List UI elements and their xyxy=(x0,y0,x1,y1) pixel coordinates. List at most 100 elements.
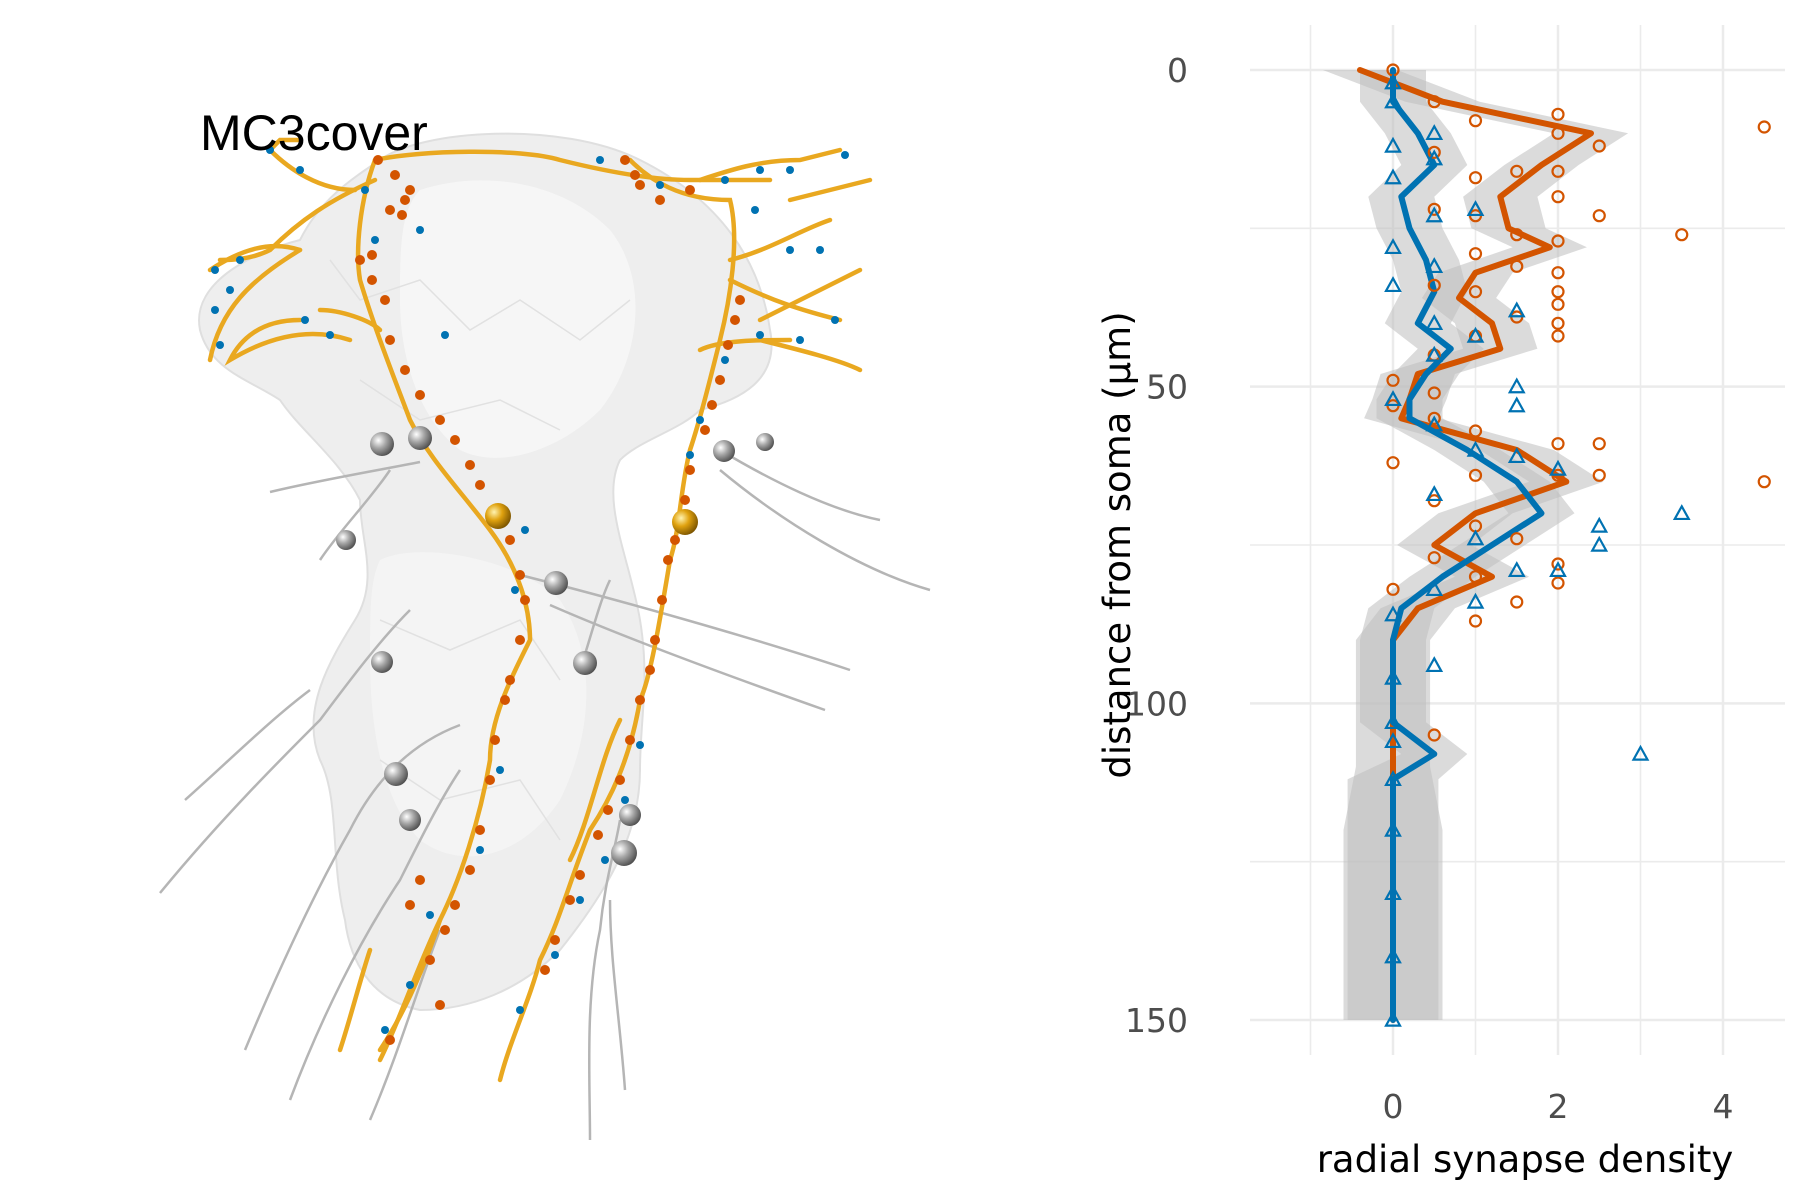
input-synapse-dot xyxy=(266,146,274,154)
output-synapse-dot xyxy=(440,925,450,935)
data-point xyxy=(1592,209,1606,223)
data-point xyxy=(1510,228,1524,242)
output-synapse-dot xyxy=(475,825,485,835)
input-synapse-dot xyxy=(406,981,414,989)
output-synapse-dot xyxy=(400,365,410,375)
input-synapse-dot xyxy=(511,586,519,594)
output-synapse-dot xyxy=(515,570,525,580)
data-point xyxy=(1551,126,1565,140)
output-synapse-dot xyxy=(700,425,710,435)
data-point xyxy=(1468,468,1483,482)
data-point xyxy=(1510,259,1524,273)
output-synapse-dot xyxy=(680,495,690,505)
output-synapse-dot xyxy=(550,935,560,945)
data-point xyxy=(1384,732,1402,749)
output-synapse-dot xyxy=(565,895,575,905)
output-synapse-dot xyxy=(650,635,660,645)
data-point xyxy=(1384,238,1402,255)
data-point xyxy=(1590,516,1609,533)
data-point xyxy=(1468,424,1483,438)
data-point xyxy=(1466,592,1485,609)
data-point xyxy=(1466,200,1485,217)
input-synapse-dot xyxy=(721,176,729,184)
input-synapse-dot xyxy=(786,166,794,174)
input-synapse-dot xyxy=(841,151,849,159)
data-point xyxy=(1675,228,1689,242)
output-synapse-dot xyxy=(685,465,695,475)
highlighted-soma-marker xyxy=(672,509,698,535)
x-tick-label: 2 xyxy=(1548,1087,1569,1126)
x-axis-title: radial synapse density xyxy=(1317,1138,1734,1181)
input-synapse-dot xyxy=(216,341,224,349)
input-synapse-dot xyxy=(496,766,504,774)
input-synapse-dot xyxy=(721,356,729,364)
output-synapse-dot xyxy=(505,535,515,545)
y-tick-label: 150 xyxy=(1125,1001,1188,1040)
output-synapse-dot xyxy=(385,1035,395,1045)
data-point xyxy=(1551,329,1565,343)
input-synapse-dot xyxy=(751,206,759,214)
neighbor-soma-marker xyxy=(619,804,641,826)
data-point xyxy=(1384,276,1402,293)
y-tick-label: 0 xyxy=(1167,51,1188,90)
output-synapse-dot xyxy=(735,295,745,305)
neighbor-soma-marker xyxy=(573,651,597,675)
output-synapse-dot xyxy=(635,180,645,190)
output-synapse-dot xyxy=(635,695,645,705)
input-synapse-dot xyxy=(236,256,244,264)
data-point xyxy=(1757,120,1771,134)
data-point xyxy=(1425,580,1444,597)
data-point xyxy=(1592,139,1606,153)
neighbor-soma-marker xyxy=(611,840,637,866)
input-synapse-dot xyxy=(226,286,234,294)
neighbor-soma-marker xyxy=(713,440,735,462)
input-synapse-dot xyxy=(621,796,629,804)
output-synapse-dot xyxy=(400,195,410,205)
data-point xyxy=(1551,316,1565,330)
data-point xyxy=(1507,396,1526,413)
neighbor-soma-marker xyxy=(408,426,432,450)
x-tick-label: 4 xyxy=(1713,1087,1734,1126)
neighbor-soma-marker xyxy=(384,762,408,786)
data-point xyxy=(1592,468,1606,482)
output-synapse-dot xyxy=(645,665,655,675)
input-synapse-dot xyxy=(441,331,449,339)
output-synapse-dot xyxy=(450,435,460,445)
output-synapse-dot xyxy=(475,480,485,490)
density-points xyxy=(1384,63,1771,1027)
data-point xyxy=(1384,1010,1402,1027)
data-point xyxy=(1551,576,1565,590)
input-synapse-dot xyxy=(816,246,824,254)
data-point xyxy=(1466,440,1485,457)
chart-grid xyxy=(1250,25,1785,1055)
data-point xyxy=(1468,171,1483,185)
output-synapse-dot xyxy=(465,865,475,875)
data-point xyxy=(1384,390,1402,407)
cell-surface-mesh xyxy=(198,132,773,1012)
output-synapse-dot xyxy=(657,595,667,605)
data-point xyxy=(1384,605,1402,622)
input-synapse-dot xyxy=(796,336,804,344)
data-point xyxy=(1551,266,1565,280)
input-synapse-dot xyxy=(301,316,309,324)
input-synapse-dot xyxy=(696,416,704,424)
neighbor-soma-markers xyxy=(336,426,774,866)
input-synapse-dot xyxy=(211,266,219,274)
data-point xyxy=(1592,437,1606,451)
output-synapse-dot xyxy=(603,805,613,815)
data-point xyxy=(1384,168,1402,185)
data-point xyxy=(1507,301,1526,318)
output-synapse-dot xyxy=(505,675,515,685)
density-chart: 0 2 4 0 50 100 150 radial synapse density dist… xyxy=(1096,25,1785,1181)
data-point xyxy=(1427,95,1441,109)
input-synapse-dot xyxy=(656,181,664,189)
input-synapse-dot xyxy=(686,451,694,459)
input-synapse-dot xyxy=(326,331,334,339)
data-point xyxy=(1468,614,1483,628)
output-synapse-dot xyxy=(620,155,630,165)
input-synapse-dot xyxy=(516,1006,524,1014)
data-point xyxy=(1425,149,1444,166)
input-synapse-dot xyxy=(211,306,219,314)
data-point xyxy=(1757,475,1771,489)
data-point xyxy=(1549,459,1567,476)
